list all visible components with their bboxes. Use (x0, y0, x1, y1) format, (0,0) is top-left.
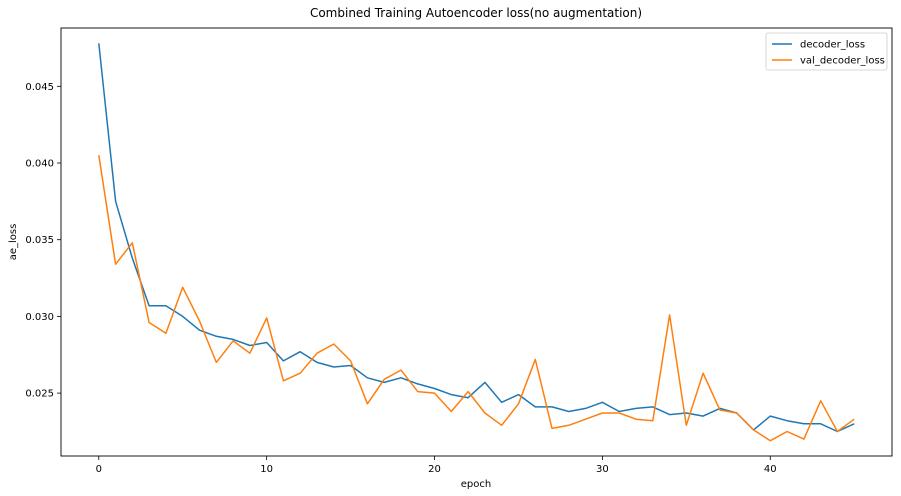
plot-frame (60, 27, 893, 457)
x-tick-label: 20 (428, 464, 441, 475)
series-line-val-decoder-loss (98, 155, 855, 442)
legend-label: decoder_loss (800, 40, 865, 51)
axis-ticks: 0 10 20 30 40 0.025 0.030 0.035 0.040 0.045 (25, 82, 776, 475)
y-axis-label: ae_loss (8, 224, 19, 261)
x-tick-label: 10 (260, 464, 273, 475)
y-tick-label: 0.045 (25, 82, 54, 93)
series-line-decoder-loss (98, 43, 855, 433)
legend: decoder_loss val_decoder_loss (765, 32, 888, 71)
x-tick-label: 30 (596, 464, 609, 475)
series-lines (98, 43, 855, 442)
chart-title: Combined Training Autoencoder loss(no au… (310, 6, 642, 20)
x-tick-label: 0 (96, 464, 102, 475)
x-tick-label: 40 (764, 464, 777, 475)
x-axis-label: epoch (461, 479, 491, 490)
plot-area (61, 28, 892, 456)
y-tick-label: 0.030 (25, 312, 54, 323)
y-tick-label: 0.035 (25, 235, 54, 246)
legend-label: val_decoder_loss (800, 56, 885, 67)
legend-box (765, 32, 888, 71)
y-tick-label: 0.025 (25, 389, 54, 400)
y-tick-label: 0.040 (25, 158, 54, 169)
